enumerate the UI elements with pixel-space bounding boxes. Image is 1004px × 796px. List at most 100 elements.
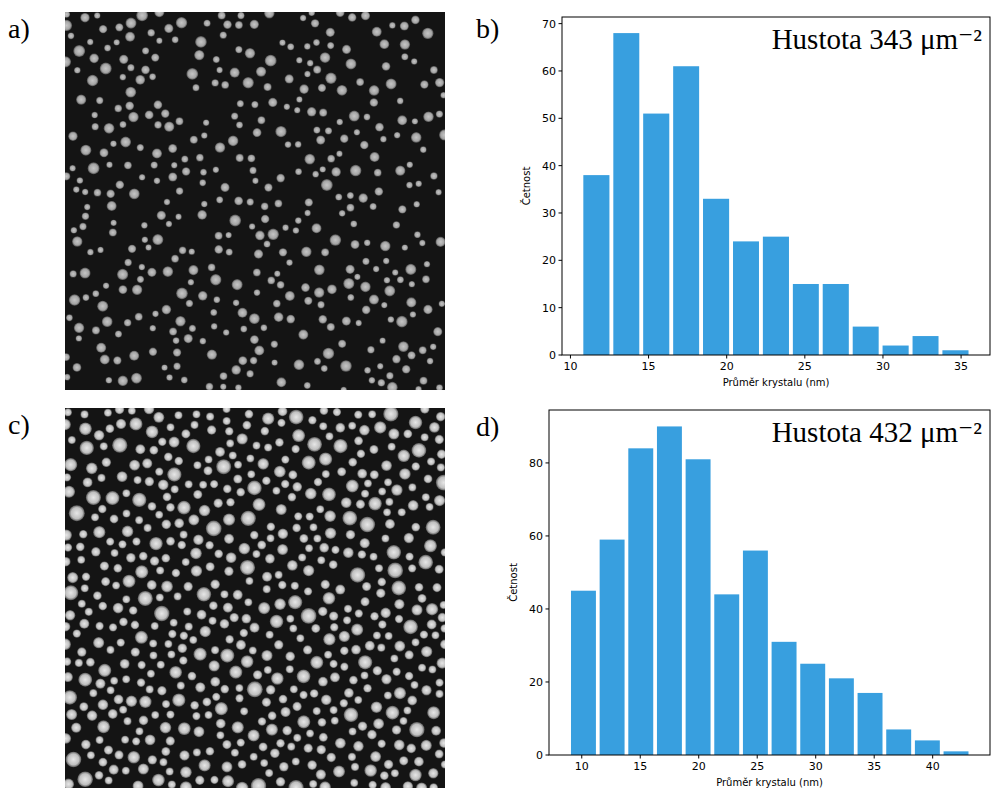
particle bbox=[142, 237, 148, 243]
particle bbox=[79, 223, 86, 230]
particle bbox=[330, 706, 338, 714]
particle bbox=[301, 246, 312, 257]
particle bbox=[161, 747, 170, 756]
particle bbox=[135, 631, 148, 644]
particle bbox=[279, 39, 286, 46]
particle bbox=[98, 758, 107, 767]
particle bbox=[126, 553, 136, 563]
particle bbox=[304, 744, 313, 753]
particle bbox=[331, 167, 341, 177]
particle bbox=[330, 672, 340, 682]
particle bbox=[273, 300, 281, 308]
particle bbox=[65, 12, 70, 18]
particle bbox=[145, 734, 156, 745]
particle bbox=[306, 512, 314, 520]
particle bbox=[321, 365, 328, 372]
particle bbox=[71, 723, 81, 733]
y-tick bbox=[546, 608, 550, 609]
y-tick-label: 70 bbox=[542, 18, 556, 31]
particle bbox=[406, 744, 416, 754]
x-tick bbox=[874, 755, 875, 759]
bar bbox=[942, 350, 968, 355]
particle bbox=[435, 565, 444, 574]
x-axis-title: Průměr krystalu (nm) bbox=[716, 777, 823, 788]
particle bbox=[404, 533, 414, 543]
y-tick-label: 60 bbox=[542, 65, 556, 78]
particle bbox=[129, 351, 139, 361]
particle bbox=[329, 660, 337, 668]
particle bbox=[177, 501, 191, 515]
particle bbox=[129, 460, 140, 471]
particle bbox=[298, 553, 306, 561]
bar bbox=[793, 284, 819, 355]
particle bbox=[93, 637, 104, 648]
particle bbox=[247, 481, 262, 496]
x-tick bbox=[698, 755, 699, 759]
particle bbox=[257, 540, 266, 549]
particle bbox=[376, 588, 386, 598]
particle bbox=[401, 53, 408, 60]
particle bbox=[411, 462, 420, 471]
particle bbox=[266, 685, 276, 695]
x-tick bbox=[648, 355, 649, 359]
particle bbox=[418, 555, 433, 570]
particle bbox=[313, 126, 320, 133]
particle bbox=[210, 309, 217, 316]
particle bbox=[409, 416, 422, 429]
particle bbox=[124, 319, 132, 327]
particle bbox=[65, 20, 72, 31]
particle bbox=[80, 145, 91, 156]
particle bbox=[191, 565, 202, 576]
particle bbox=[294, 359, 305, 370]
particle bbox=[343, 547, 354, 558]
particle bbox=[377, 644, 385, 652]
particle bbox=[266, 724, 278, 736]
particle bbox=[122, 595, 130, 603]
particle bbox=[220, 31, 227, 38]
particle bbox=[274, 598, 286, 610]
particle bbox=[86, 462, 98, 474]
particle bbox=[270, 615, 284, 629]
particle bbox=[89, 689, 97, 697]
particle bbox=[234, 196, 243, 205]
particle bbox=[297, 669, 311, 683]
particle bbox=[369, 85, 380, 96]
particle bbox=[375, 123, 384, 132]
bar bbox=[673, 66, 699, 355]
y-tick-label: 80 bbox=[529, 457, 543, 470]
particle bbox=[168, 144, 177, 153]
bar bbox=[823, 284, 849, 355]
particle bbox=[175, 214, 181, 220]
particle bbox=[411, 523, 420, 532]
particle bbox=[65, 672, 73, 682]
particles bbox=[65, 12, 445, 390]
particle bbox=[258, 717, 266, 725]
particle bbox=[311, 19, 319, 27]
particle bbox=[250, 357, 258, 365]
particle bbox=[344, 605, 352, 613]
particle bbox=[75, 659, 83, 667]
particle bbox=[152, 774, 165, 787]
particle bbox=[220, 384, 226, 390]
particle bbox=[229, 215, 241, 227]
particle bbox=[129, 606, 138, 615]
particle bbox=[186, 300, 193, 307]
particle bbox=[237, 433, 248, 444]
particle bbox=[296, 57, 302, 63]
particle bbox=[288, 595, 302, 609]
particle bbox=[394, 687, 406, 699]
bar bbox=[829, 678, 854, 755]
y-tick-label: 10 bbox=[542, 302, 556, 315]
particle bbox=[152, 234, 163, 245]
particle bbox=[186, 68, 198, 80]
particle bbox=[439, 738, 445, 748]
particle bbox=[420, 408, 429, 414]
particle bbox=[196, 154, 204, 162]
particle bbox=[86, 490, 101, 505]
particle bbox=[389, 22, 396, 29]
particle bbox=[66, 752, 82, 768]
particle bbox=[324, 651, 332, 659]
particle bbox=[412, 118, 418, 124]
particle bbox=[285, 74, 294, 83]
particle bbox=[223, 513, 235, 525]
